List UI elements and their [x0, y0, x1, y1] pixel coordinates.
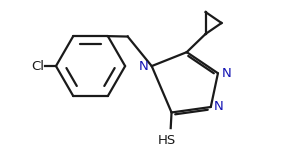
Text: HS: HS [157, 134, 176, 147]
Text: N: N [139, 60, 148, 73]
Text: N: N [214, 100, 224, 114]
Text: Cl: Cl [31, 60, 44, 73]
Text: N: N [221, 67, 231, 80]
